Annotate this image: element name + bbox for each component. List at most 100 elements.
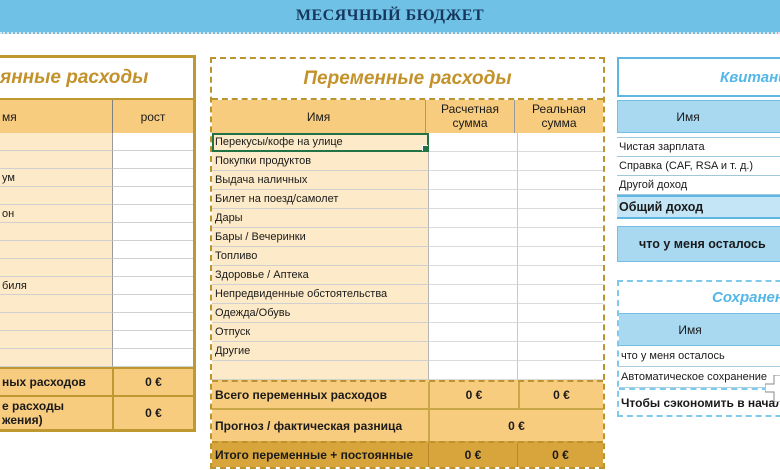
table-row[interactable] <box>0 151 193 169</box>
fixed-row-value[interactable] <box>113 133 193 151</box>
table-row[interactable]: Здоровье / Аптека <box>212 266 603 285</box>
table-row[interactable]: Непредвиденные обстоятельства <box>212 285 603 304</box>
table-row[interactable]: он <box>0 205 193 223</box>
savings-note-row[interactable]: Чтобы сэкономить в начал <box>619 388 780 415</box>
receipts-header-name[interactable]: Имя <box>617 100 780 133</box>
fixed-row-name[interactable] <box>0 295 113 313</box>
table-row[interactable]: Другие <box>212 342 603 361</box>
fixed-total-value[interactable]: 0 € <box>145 375 162 389</box>
real-cell[interactable] <box>518 285 603 304</box>
fixed-row-value[interactable] <box>113 187 193 205</box>
variable-header-real[interactable]: Реальная сумма <box>532 101 586 130</box>
estimated-cell[interactable] <box>429 323 518 342</box>
real-cell[interactable] <box>518 361 603 380</box>
real-cell[interactable] <box>518 323 603 342</box>
real-cell[interactable] <box>518 304 603 323</box>
fixed-row-name[interactable] <box>0 313 113 331</box>
estimated-cell[interactable] <box>429 209 518 228</box>
remaining-banner[interactable]: что у меня осталось <box>617 226 780 262</box>
estimated-cell[interactable] <box>429 247 518 266</box>
table-row[interactable]: Покупки продуктов <box>212 152 603 171</box>
variable-total-estimated[interactable]: 0 € <box>430 382 520 408</box>
variable-row-name[interactable]: Покупки продуктов <box>212 152 429 171</box>
table-row[interactable] <box>0 295 193 313</box>
fixed-row-value[interactable] <box>113 313 193 331</box>
table-row[interactable]: что у меня осталось <box>619 346 780 367</box>
fixed-row-name[interactable] <box>0 187 113 205</box>
table-row[interactable] <box>0 349 193 367</box>
estimated-cell[interactable] <box>429 266 518 285</box>
variable-header-name[interactable]: Имя <box>212 100 426 133</box>
table-row[interactable]: Справка (CAF, RSA и т. д.) <box>617 157 780 176</box>
variable-row-name[interactable] <box>212 361 429 380</box>
real-cell[interactable] <box>518 133 603 152</box>
grand-total-estimated[interactable]: 0 € <box>429 443 518 467</box>
estimated-cell[interactable] <box>429 285 518 304</box>
variable-expenses-title[interactable]: Переменные расходы <box>212 59 603 100</box>
table-row[interactable] <box>0 241 193 259</box>
table-row[interactable]: Дары <box>212 209 603 228</box>
estimated-cell[interactable] <box>429 171 518 190</box>
table-row[interactable]: Чистая зарплата <box>617 138 780 157</box>
variable-total-real[interactable]: 0 € <box>553 388 570 402</box>
table-row[interactable] <box>212 361 603 380</box>
fixed-row-value[interactable] <box>113 205 193 223</box>
fixed-row-name[interactable]: биля <box>0 277 113 295</box>
table-row[interactable]: Одежда/Обувь <box>212 304 603 323</box>
table-row[interactable]: Другой доход <box>617 176 780 195</box>
real-cell[interactable] <box>518 152 603 171</box>
variable-row-name[interactable]: Здоровье / Аптека <box>212 266 429 285</box>
real-cell[interactable] <box>518 342 603 361</box>
variable-row-name[interactable]: Непредвиденные обстоятельства <box>212 285 429 304</box>
grand-total-row[interactable]: Итого переменные + постоянные 0 € 0 € <box>212 441 603 467</box>
real-cell[interactable] <box>518 171 603 190</box>
estimated-cell[interactable] <box>429 304 518 323</box>
estimated-cell[interactable] <box>429 190 518 209</box>
variable-row-name[interactable]: Одежда/Обувь <box>212 304 429 323</box>
fixed-row-name[interactable] <box>0 241 113 259</box>
total-income-row[interactable]: Общий доход <box>617 195 780 219</box>
fixed-row-value[interactable] <box>113 349 193 367</box>
table-row[interactable]: Топливо <box>212 247 603 266</box>
variable-row-name[interactable]: Топливо <box>212 247 429 266</box>
estimated-cell[interactable] <box>429 133 518 152</box>
fixed-other-total-value[interactable]: 0 € <box>145 406 162 420</box>
fixed-other-total-row[interactable]: е расходы жения) 0 € <box>0 395 193 429</box>
table-row[interactable]: Автоматическое сохранение <box>619 367 780 388</box>
fixed-total-row[interactable]: ных расходов 0 € <box>0 367 193 395</box>
fixed-row-name[interactable] <box>0 259 113 277</box>
estimated-cell[interactable] <box>429 152 518 171</box>
estimated-cell[interactable] <box>429 228 518 247</box>
table-row[interactable]: Бары / Вечеринки <box>212 228 603 247</box>
real-cell[interactable] <box>518 228 603 247</box>
fixed-row-name[interactable] <box>0 349 113 367</box>
fixed-row-value[interactable] <box>113 295 193 313</box>
grand-total-real[interactable]: 0 € <box>552 448 569 462</box>
fixed-row-value[interactable] <box>113 169 193 187</box>
real-cell[interactable] <box>518 190 603 209</box>
real-cell[interactable] <box>518 209 603 228</box>
estimated-cell[interactable] <box>429 361 518 380</box>
savings-header-name[interactable]: Имя <box>619 313 780 346</box>
estimated-cell[interactable] <box>429 342 518 361</box>
fixed-row-value[interactable] <box>113 331 193 349</box>
table-row[interactable]: ум <box>0 169 193 187</box>
fixed-row-value[interactable] <box>113 241 193 259</box>
variable-row-name[interactable]: Дары <box>212 209 429 228</box>
table-row[interactable]: Отпуск <box>212 323 603 342</box>
table-row[interactable] <box>0 133 193 151</box>
fixed-header-name[interactable]: мя <box>0 100 113 133</box>
forecast-value[interactable]: 0 € <box>508 418 525 433</box>
fixed-row-value[interactable] <box>113 151 193 169</box>
table-row[interactable]: Выдача наличных <box>212 171 603 190</box>
real-cell[interactable] <box>518 266 603 285</box>
table-row[interactable]: биля <box>0 277 193 295</box>
fixed-row-value[interactable] <box>113 259 193 277</box>
fixed-row-name[interactable] <box>0 223 113 241</box>
table-row[interactable] <box>0 259 193 277</box>
table-row[interactable] <box>0 187 193 205</box>
forecast-row[interactable]: Прогноз / фактическая разница 0 € <box>212 408 603 441</box>
table-row[interactable] <box>0 313 193 331</box>
fixed-row-name[interactable] <box>0 331 113 349</box>
variable-header-estimated[interactable]: Расчетная сумма <box>426 100 515 133</box>
